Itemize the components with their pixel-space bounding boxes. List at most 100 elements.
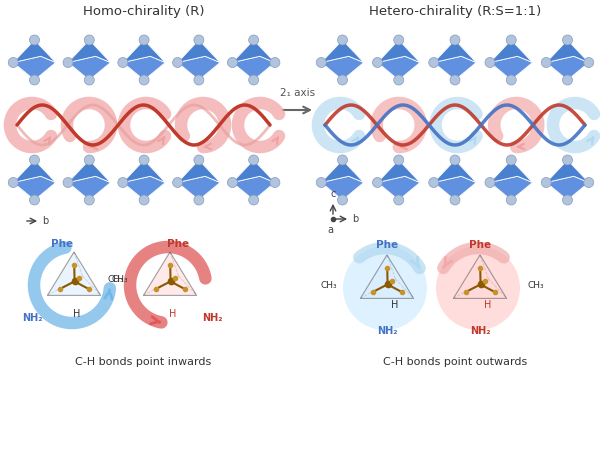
Circle shape	[248, 155, 259, 165]
Polygon shape	[13, 160, 56, 183]
Circle shape	[506, 75, 516, 85]
Circle shape	[373, 58, 383, 68]
Polygon shape	[232, 176, 275, 200]
Circle shape	[316, 58, 326, 68]
Polygon shape	[511, 40, 533, 80]
Polygon shape	[232, 160, 254, 200]
Circle shape	[337, 195, 347, 205]
Polygon shape	[178, 40, 199, 80]
Circle shape	[563, 195, 572, 205]
Polygon shape	[178, 40, 220, 63]
Polygon shape	[434, 56, 476, 80]
Text: CH₃: CH₃	[320, 282, 337, 291]
Circle shape	[118, 58, 128, 68]
Polygon shape	[123, 160, 144, 200]
Circle shape	[450, 35, 460, 45]
Polygon shape	[144, 40, 166, 80]
Polygon shape	[490, 160, 511, 200]
Circle shape	[227, 58, 238, 68]
Polygon shape	[13, 56, 56, 80]
Polygon shape	[399, 160, 420, 200]
Text: Phe: Phe	[51, 239, 73, 249]
Polygon shape	[178, 56, 220, 80]
Circle shape	[541, 177, 551, 188]
Circle shape	[194, 35, 204, 45]
Circle shape	[373, 177, 383, 188]
Circle shape	[29, 75, 40, 85]
Text: NH₂: NH₂	[202, 313, 222, 323]
Polygon shape	[47, 252, 101, 295]
Circle shape	[563, 35, 572, 45]
Text: b: b	[352, 214, 358, 224]
Polygon shape	[13, 160, 35, 200]
Polygon shape	[343, 160, 364, 200]
Polygon shape	[546, 160, 589, 183]
Polygon shape	[511, 160, 533, 200]
Text: a: a	[327, 225, 333, 235]
Polygon shape	[123, 160, 166, 183]
Circle shape	[29, 195, 40, 205]
Circle shape	[337, 75, 347, 85]
Circle shape	[541, 58, 551, 68]
Text: Phe: Phe	[469, 240, 491, 250]
Circle shape	[248, 195, 259, 205]
Polygon shape	[68, 40, 110, 63]
Polygon shape	[89, 160, 110, 200]
Polygon shape	[568, 160, 589, 200]
Polygon shape	[35, 160, 56, 200]
Circle shape	[506, 195, 516, 205]
Circle shape	[337, 155, 347, 165]
Polygon shape	[199, 160, 220, 200]
Text: CH₃: CH₃	[108, 275, 125, 284]
Polygon shape	[35, 40, 56, 80]
Circle shape	[173, 177, 182, 188]
Polygon shape	[490, 176, 533, 200]
Circle shape	[63, 177, 73, 188]
Polygon shape	[490, 40, 533, 63]
Text: Homo-chirality (R): Homo-chirality (R)	[83, 5, 204, 18]
Text: H: H	[73, 309, 80, 319]
Circle shape	[139, 35, 149, 45]
Polygon shape	[13, 40, 35, 80]
Circle shape	[316, 177, 326, 188]
Polygon shape	[68, 160, 89, 200]
Circle shape	[394, 195, 404, 205]
Circle shape	[8, 58, 18, 68]
Circle shape	[450, 195, 460, 205]
Circle shape	[429, 58, 439, 68]
Polygon shape	[254, 160, 275, 200]
Circle shape	[343, 246, 427, 330]
Polygon shape	[321, 40, 343, 80]
Polygon shape	[13, 40, 56, 63]
Polygon shape	[232, 40, 254, 80]
Polygon shape	[68, 40, 89, 80]
Polygon shape	[178, 176, 220, 200]
Polygon shape	[377, 40, 420, 63]
Polygon shape	[377, 176, 420, 200]
Circle shape	[29, 155, 40, 165]
Polygon shape	[123, 40, 144, 80]
Circle shape	[84, 35, 94, 45]
Text: H: H	[391, 300, 398, 310]
Polygon shape	[399, 40, 420, 80]
Circle shape	[584, 177, 594, 188]
Circle shape	[563, 75, 572, 85]
Text: H: H	[169, 309, 176, 319]
Polygon shape	[254, 40, 275, 80]
Text: c: c	[331, 189, 335, 199]
Polygon shape	[123, 56, 166, 80]
Circle shape	[429, 177, 439, 188]
Circle shape	[84, 155, 94, 165]
Circle shape	[584, 58, 594, 68]
Text: CH₃: CH₃	[112, 275, 128, 284]
Polygon shape	[434, 40, 455, 80]
Text: NH₂: NH₂	[377, 326, 397, 336]
Text: Phe: Phe	[167, 239, 189, 249]
Circle shape	[194, 155, 204, 165]
Polygon shape	[455, 40, 476, 80]
Polygon shape	[490, 160, 533, 183]
Polygon shape	[546, 176, 589, 200]
Polygon shape	[321, 176, 364, 200]
Polygon shape	[199, 40, 220, 80]
Polygon shape	[434, 160, 455, 200]
